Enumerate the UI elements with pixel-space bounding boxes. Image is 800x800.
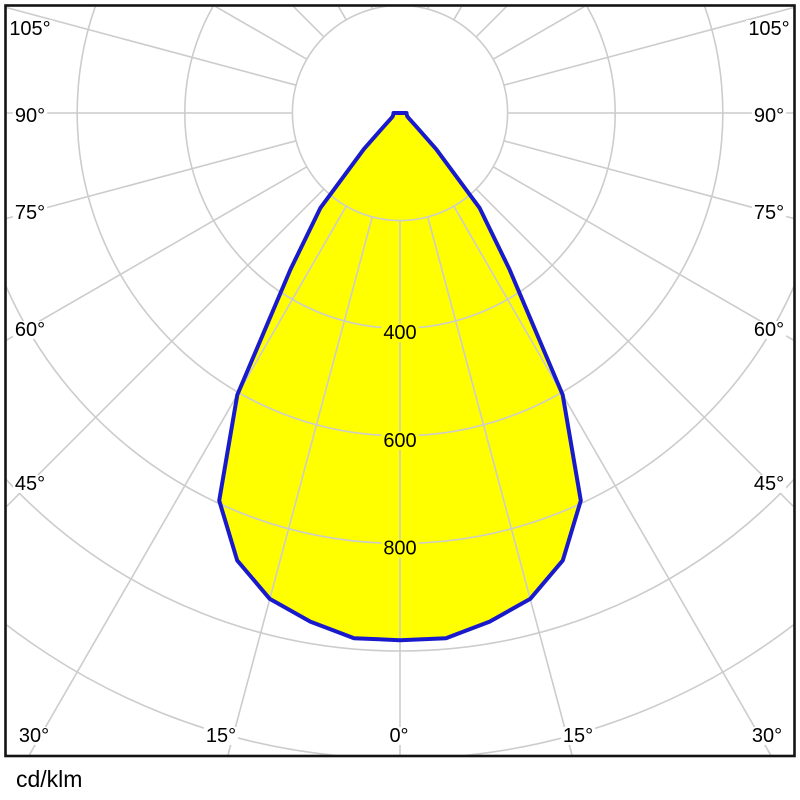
label-background [751, 204, 787, 222]
label-background [749, 727, 785, 745]
label-background [12, 204, 48, 222]
ring-label-800: 800 [383, 537, 416, 559]
label-background [381, 539, 419, 558]
label-background [7, 20, 53, 38]
plot-border [4, 4, 796, 758]
angle-label-right-90: 90° [754, 105, 784, 127]
angle-label-left-45: 45° [15, 473, 45, 495]
label-background [381, 431, 419, 450]
label-background [203, 727, 239, 745]
angle-label-right-105: 105° [748, 18, 789, 40]
label-background [387, 727, 411, 745]
angle-label-bottom-1: 15° [206, 725, 236, 747]
angle-label-right-60: 60° [754, 319, 784, 341]
label-background [746, 20, 792, 38]
angle-label-right-45: 45° [754, 473, 784, 495]
unit-label: cd/klm [16, 766, 82, 792]
grid-spoke-30-left [28, 205, 347, 755]
grid-spoke-75-left [6, 140, 297, 220]
grid-spoke-150 [453, 6, 463, 21]
grid-spoke-30 [453, 205, 772, 755]
ring-labels: 400 600 800 [381, 322, 419, 559]
label-background [12, 475, 48, 493]
grid-spoke-60 [492, 166, 794, 341]
label-background [751, 321, 787, 339]
grid-spoke-15 [427, 216, 573, 755]
ring-label-400: 400 [383, 322, 416, 344]
angle-label-bottom-2: 0° [389, 725, 408, 747]
label-background [16, 727, 52, 745]
grid-spoke-75 [503, 140, 794, 220]
label-background [751, 475, 787, 493]
grid-spoke-45-left [6, 188, 325, 508]
angle-label-bottom-3: 15° [563, 725, 593, 747]
grid-spoke-105-left [6, 6, 297, 86]
label-background [751, 107, 787, 125]
angle-label-left-105: 105° [9, 18, 50, 40]
angle-label-bottom-4: 30° [752, 725, 782, 747]
grid-spoke-45 [475, 188, 794, 508]
grid-spoke-150-left [337, 6, 347, 21]
angle-label-left-60: 60° [15, 319, 45, 341]
angle-labels: 105° 90° 75° 60° 45° 105° 90° 75° 60° 45° 30° 15° 0°… [7, 18, 792, 747]
label-background [560, 727, 596, 745]
label-background [12, 321, 48, 339]
grid-spoke-60-left [6, 166, 308, 341]
label-background [12, 107, 48, 125]
ring-label-600: 600 [383, 430, 416, 452]
label-background [381, 324, 419, 343]
angle-label-left-75: 75° [15, 202, 45, 224]
grid-spoke-15-left [227, 216, 373, 755]
angle-label-bottom-0: 30° [19, 725, 49, 747]
grid-spoke-105 [503, 6, 794, 86]
angle-label-right-75: 75° [754, 202, 784, 224]
intensity-curve [217, 111, 583, 643]
angle-label-left-90: 90° [15, 105, 45, 127]
